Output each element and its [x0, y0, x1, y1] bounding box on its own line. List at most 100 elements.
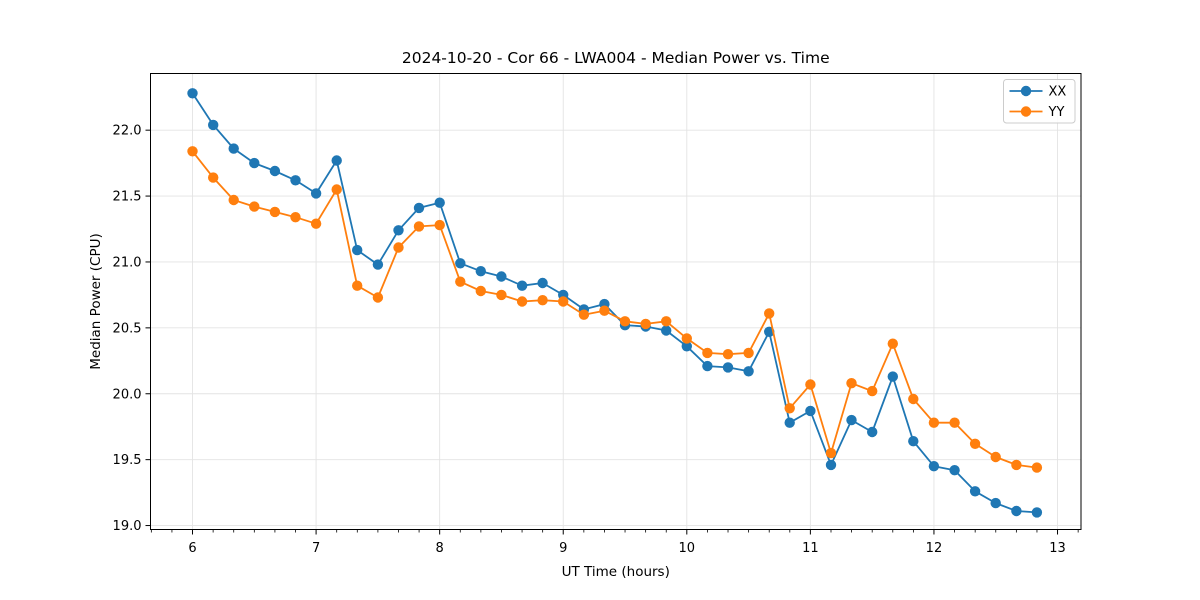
y-tick-label: 20.0: [113, 387, 142, 402]
data-point: [269, 165, 281, 177]
data-series: [187, 88, 1043, 518]
data-point: [990, 497, 1001, 509]
data-point: [681, 333, 692, 344]
data-point: [928, 461, 940, 472]
x-tick-label: 8: [436, 541, 444, 556]
data-point: [825, 447, 837, 459]
data-point: [290, 212, 301, 223]
gridlines: [150, 73, 1081, 530]
data-point: [249, 157, 260, 169]
data-point: [928, 417, 940, 428]
data-point: [1031, 507, 1043, 518]
data-point: [187, 88, 198, 99]
data-point: [475, 285, 486, 297]
data-point: [228, 194, 239, 206]
data-point: [331, 184, 342, 195]
data-point: [1011, 459, 1022, 471]
x-tick-label: 13: [1049, 541, 1066, 556]
data-point: [743, 347, 754, 359]
data-point: [805, 405, 816, 417]
data-point: [661, 325, 672, 336]
chart-title: 2024-10-20 - Cor 66 - LWA004 - Median Po…: [402, 49, 830, 67]
data-point: [269, 206, 281, 218]
data-point: [908, 393, 919, 405]
data-point: [640, 318, 651, 330]
data-point: [393, 225, 404, 236]
legend-entry-YY: YY: [1009, 105, 1065, 120]
y-tick-label: 20.5: [113, 321, 142, 336]
data-point: [249, 201, 260, 212]
y-axis-label: Median Power (CPU): [88, 233, 104, 369]
data-point: [887, 371, 898, 382]
data-point: [228, 143, 239, 154]
data-point: [784, 403, 795, 414]
legend: XX YY: [1003, 79, 1076, 124]
legend-label: YY: [1048, 105, 1065, 120]
data-point: [784, 417, 795, 428]
data-point: [208, 172, 219, 183]
data-point: [722, 362, 734, 373]
series-line-YY: [191, 150, 1038, 469]
data-point: [1031, 462, 1043, 473]
x-axis: 6 7 8 9 10 11 12 13: [150, 529, 1079, 556]
legend-entry-XX: XX: [1009, 85, 1067, 100]
series-XX: [187, 88, 1043, 518]
data-point: [537, 277, 548, 289]
series-YY: [187, 146, 1043, 473]
data-point: [578, 309, 590, 320]
data-point: [455, 258, 466, 269]
data-point: [825, 459, 837, 471]
data-point: [887, 338, 898, 349]
x-tick-label: 6: [188, 541, 196, 556]
data-point: [558, 296, 569, 307]
data-point: [949, 417, 960, 428]
data-point: [969, 486, 981, 497]
data-point: [310, 188, 322, 199]
series-line-XX: [191, 92, 1038, 514]
data-point: [702, 360, 713, 372]
y-tick-label: 21.0: [113, 255, 142, 270]
legend-label: XX: [1049, 85, 1067, 100]
data-point: [352, 244, 363, 256]
data-point: [805, 379, 816, 390]
data-point: [516, 280, 528, 291]
data-point: [434, 197, 445, 208]
x-tick-label: 12: [926, 541, 943, 556]
data-point: [969, 438, 981, 449]
data-point: [681, 341, 692, 352]
data-point: [722, 349, 734, 360]
data-point: [352, 280, 363, 291]
y-tick-label: 19.0: [113, 519, 142, 534]
data-point: [516, 296, 528, 307]
data-point: [537, 295, 548, 306]
data-point: [496, 289, 507, 301]
plot-frame: [150, 73, 1082, 530]
data-point: [393, 242, 404, 253]
data-point: [846, 378, 857, 389]
data-point: [372, 259, 384, 270]
data-point: [908, 436, 919, 447]
data-point: [743, 366, 754, 377]
data-point: [475, 266, 486, 277]
y-axis: 19.0 19.5 20.0 20.5 21.0 21.5 22.0: [113, 124, 151, 534]
data-point: [1011, 505, 1022, 517]
data-point: [702, 347, 713, 359]
x-tick-label: 7: [312, 541, 320, 556]
data-point: [310, 218, 322, 229]
data-point: [208, 119, 219, 131]
x-tick-label: 10: [679, 541, 696, 556]
x-tick-label: 9: [559, 541, 567, 556]
y-tick-label: 21.5: [113, 190, 142, 205]
data-point: [990, 451, 1001, 463]
legend-marker: [1020, 106, 1032, 117]
data-point: [413, 221, 425, 232]
y-tick-label: 22.0: [113, 124, 142, 139]
data-point: [846, 414, 857, 426]
data-point: [372, 292, 384, 303]
data-point: [619, 316, 631, 327]
data-point: [187, 146, 198, 157]
legend-marker: [1020, 85, 1032, 97]
data-point: [867, 385, 878, 397]
